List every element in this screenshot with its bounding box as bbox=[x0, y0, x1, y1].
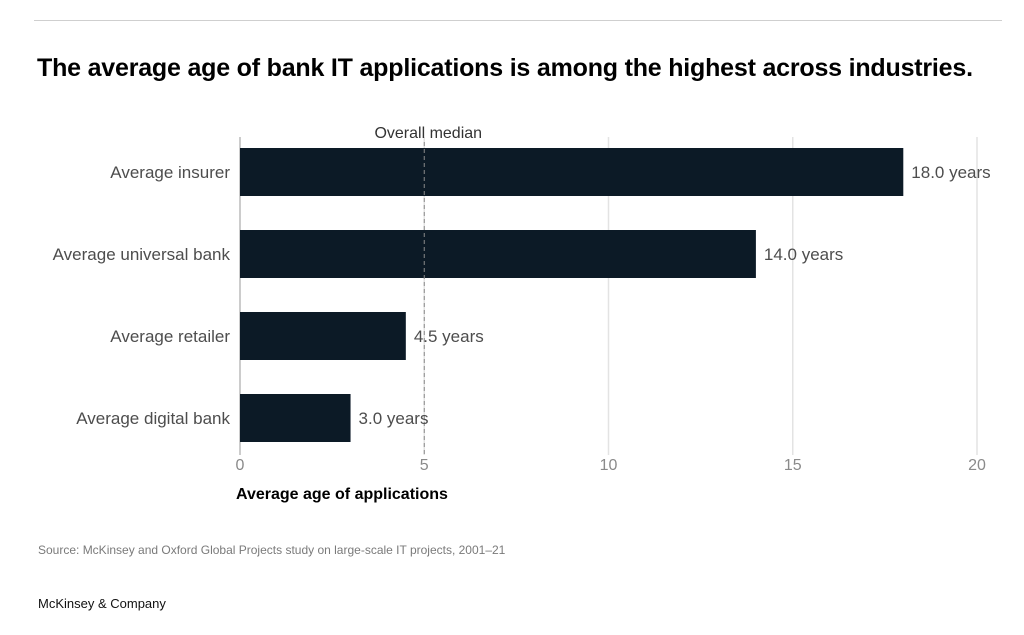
x-tick-label: 10 bbox=[600, 457, 618, 474]
chart-title: The average age of bank IT applications … bbox=[37, 54, 973, 82]
x-tick-label: 5 bbox=[420, 457, 429, 474]
value-label: 14.0 years bbox=[764, 245, 843, 264]
x-tick-label: 15 bbox=[784, 457, 802, 474]
bar-chart: Average insurer 18.0 years Average univers… bbox=[53, 125, 991, 503]
bar bbox=[240, 148, 904, 196]
category-label: Average retailer bbox=[110, 327, 230, 346]
brand-logo-text: McKinsey & Company bbox=[38, 596, 166, 611]
bar bbox=[240, 394, 351, 442]
value-label: 3.0 years bbox=[359, 409, 429, 428]
value-label: 18.0 years bbox=[911, 163, 990, 182]
value-label: 4.5 years bbox=[414, 327, 484, 346]
bar bbox=[240, 230, 756, 278]
x-tick-label: 20 bbox=[968, 457, 986, 474]
bars bbox=[240, 148, 904, 442]
x-axis-title: Average age of applications bbox=[236, 486, 448, 503]
category-label: Average digital bank bbox=[76, 409, 230, 428]
source-note: Source: McKinsey and Oxford Global Proje… bbox=[38, 543, 506, 557]
labels: Average insurer 18.0 years Average univers… bbox=[53, 125, 991, 503]
top-divider bbox=[34, 20, 1002, 21]
bar bbox=[240, 312, 406, 360]
x-tick-label: 0 bbox=[236, 457, 245, 474]
category-label: Average insurer bbox=[110, 163, 230, 182]
category-label: Average universal bank bbox=[53, 245, 231, 264]
median-label: Overall median bbox=[374, 125, 482, 142]
